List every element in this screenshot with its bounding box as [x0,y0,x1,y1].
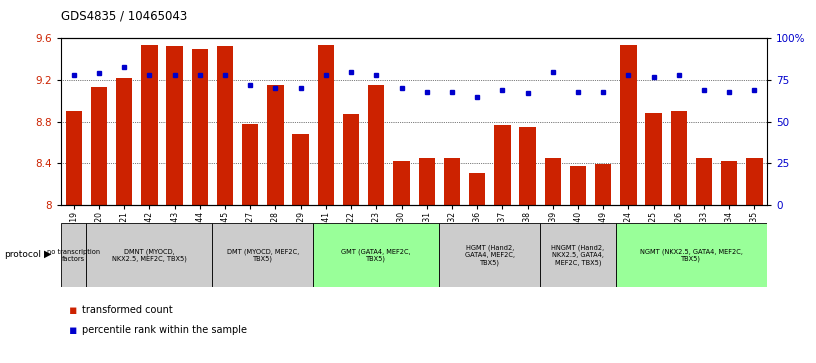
Bar [116,78,132,205]
Text: HNGMT (Hand2,
NKX2.5, GATA4,
MEF2C, TBX5): HNGMT (Hand2, NKX2.5, GATA4, MEF2C, TBX5… [552,245,605,265]
Text: ▶: ▶ [44,249,51,259]
Text: DMT (MYOCD, MEF2C,
TBX5): DMT (MYOCD, MEF2C, TBX5) [227,248,299,262]
Bar [61,223,86,287]
Bar [393,161,410,205]
Bar [519,127,536,205]
Bar [721,161,738,205]
Text: ▪: ▪ [69,324,78,337]
Text: NGMT (NKX2.5, GATA4, MEF2C,
TBX5): NGMT (NKX2.5, GATA4, MEF2C, TBX5) [640,248,743,262]
Bar [469,173,486,205]
Text: ▪: ▪ [69,304,78,317]
Bar [570,167,586,205]
Bar [343,114,359,205]
Bar [544,158,561,205]
Text: percentile rank within the sample: percentile rank within the sample [82,325,246,335]
Bar [645,113,662,205]
Text: no transcription
factors: no transcription factors [47,249,100,261]
Bar [212,223,313,287]
Text: HGMT (Hand2,
GATA4, MEF2C,
TBX5): HGMT (Hand2, GATA4, MEF2C, TBX5) [465,245,515,265]
Bar [166,46,183,205]
Text: DMNT (MYOCD,
NKX2.5, MEF2C, TBX5): DMNT (MYOCD, NKX2.5, MEF2C, TBX5) [112,248,187,262]
Bar [540,223,616,287]
Text: GDS4835 / 10465043: GDS4835 / 10465043 [61,9,188,22]
Bar [368,85,384,205]
Bar [65,111,82,205]
Bar [747,158,763,205]
Bar [86,223,212,287]
Bar [268,85,284,205]
Bar [494,125,511,205]
Bar [217,46,233,205]
Text: transformed count: transformed count [82,305,172,315]
Bar [696,158,712,205]
Bar [317,45,334,205]
Bar [242,124,259,205]
Text: protocol: protocol [4,250,41,258]
Bar [616,223,767,287]
Bar [292,134,309,205]
Bar [620,45,636,205]
Bar [671,111,687,205]
Bar [439,223,540,287]
Bar [313,223,439,287]
Bar [192,49,208,205]
Bar [91,87,107,205]
Bar [595,164,611,205]
Text: GMT (GATA4, MEF2C,
TBX5): GMT (GATA4, MEF2C, TBX5) [341,248,411,262]
Bar [444,158,460,205]
Bar [419,158,435,205]
Bar [141,45,157,205]
